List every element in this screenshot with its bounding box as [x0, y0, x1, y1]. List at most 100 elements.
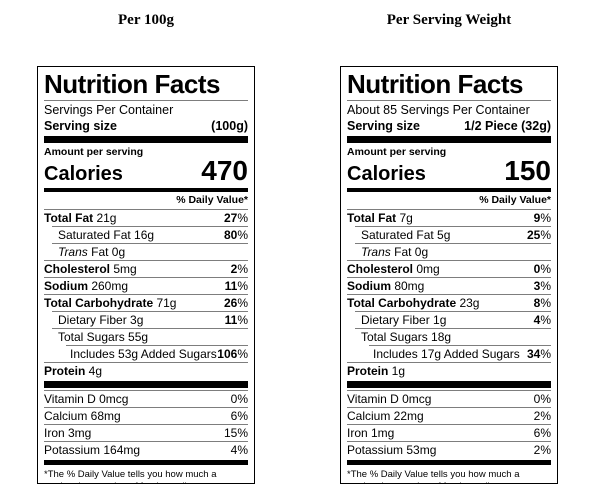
thick-divider — [347, 381, 551, 388]
nutrient-row: Sodium 260mg 11% — [44, 277, 248, 294]
daily-value-percent: 4% — [230, 442, 248, 457]
column-heading: Per 100g — [118, 12, 174, 28]
nutrient-name: Includes 17g Added Sugars — [373, 346, 520, 361]
nutrient-row: Vitamin D 0mcg 0% — [44, 390, 248, 407]
nutrient-name: Saturated Fat 5g — [361, 227, 451, 242]
nutrient-name: Total Carbohydrate 23g — [347, 295, 480, 310]
calories-label: Calories — [347, 163, 426, 185]
nutrient-name: Iron 1mg — [347, 425, 395, 440]
daily-value-percent: 8% — [533, 295, 551, 310]
daily-value-percent: 2% — [533, 442, 551, 457]
medium-divider — [347, 460, 551, 465]
nutrient-row: Iron 1mg 6% — [347, 424, 551, 441]
calories-value: 470 — [201, 155, 248, 186]
calories-row: Calories 470 — [44, 155, 248, 186]
daily-value-header: % Daily Value* — [176, 194, 248, 206]
serving-size-label: Serving size — [347, 119, 420, 133]
daily-value-percent: 80% — [223, 227, 248, 242]
nutrient-row: Protein 1g — [347, 362, 551, 379]
label-column: Per Serving Weight Nutrition Facts About… — [340, 0, 558, 490]
label-column: Per 100g Nutrition Facts Servings Per Co… — [37, 0, 255, 490]
nutrient-row: Dietary Fiber 1g 4% — [355, 311, 551, 328]
daily-value-percent: 11% — [224, 278, 248, 293]
nutrient-name: Includes 53g Added Sugars — [70, 346, 217, 361]
nutrient-row: Calcium 22mg 2% — [347, 407, 551, 424]
nutrient-row: Sodium 80mg 3% — [347, 277, 551, 294]
daily-value-percent: 26% — [223, 295, 248, 310]
thick-divider — [44, 381, 248, 388]
nutrient-name: Trans Fat 0g — [58, 244, 126, 259]
nutrient-row: Iron 3mg 15% — [44, 424, 248, 441]
nutrient-name: Sodium 260mg — [44, 278, 129, 293]
nutrient-row: Dietary Fiber 3g 11% — [52, 311, 248, 328]
calories-label: Calories — [44, 163, 123, 185]
nutrient-name: Potassium 164mg — [44, 442, 141, 457]
nutrient-name: Cholesterol 5mg — [44, 261, 137, 276]
nutrient-rows-section: Total Fat 21g 27% Saturated Fat 16g 80% Tran… — [44, 209, 248, 379]
daily-value-percent: 0% — [533, 391, 551, 406]
nutrition-facts-label: Nutrition Facts Servings Per Container S… — [37, 66, 255, 484]
nutrient-row: Trans Fat 0g — [355, 243, 551, 260]
daily-value-percent: 2% — [230, 261, 248, 276]
serving-size-value: 1/2 Piece (32g) — [464, 119, 551, 133]
servings-per-container: About 85 Servings Per Container — [347, 103, 530, 117]
nutrient-row: Includes 17g Added Sugars 34% — [369, 345, 551, 362]
nutrient-name: Dietary Fiber 3g — [58, 312, 144, 327]
vitamin-rows-section: Vitamin D 0mcg 0% Calcium 22mg 2% Iron 1mg 6%… — [347, 390, 551, 458]
nutrient-name: Calcium 68mg — [44, 408, 121, 423]
daily-value-percent: 0% — [230, 391, 248, 406]
nutrient-name: Total Carbohydrate 71g — [44, 295, 177, 310]
nutrient-name: Protein 4g — [44, 363, 103, 378]
nutrient-name: Calcium 22mg — [347, 408, 424, 423]
nutrition-facts-title: Nutrition Facts — [44, 71, 248, 101]
daily-value-percent: 15% — [223, 425, 248, 440]
vitamin-rows-section: Vitamin D 0mcg 0% Calcium 68mg 6% Iron 3mg 15… — [44, 390, 248, 458]
daily-value-percent: 106% — [217, 346, 248, 361]
serving-size-value: (100g) — [211, 119, 248, 133]
nutrient-row: Total Fat 21g 27% — [44, 209, 248, 226]
daily-value-percent: 25% — [526, 227, 551, 242]
thick-divider — [347, 136, 551, 143]
nutrient-name: Cholesterol 0mg — [347, 261, 440, 276]
nutrient-name: Vitamin D 0mcg — [347, 391, 432, 406]
amount-per-serving-label: Amount per serving — [347, 146, 447, 158]
medium-divider — [44, 460, 248, 465]
calories-row: Calories 150 — [347, 155, 551, 186]
servings-per-container: Servings Per Container — [44, 103, 174, 117]
nutrient-row: Protein 4g — [44, 362, 248, 379]
footnote: *The % Daily Value tells you how much a … — [347, 469, 529, 483]
nutrient-name: Vitamin D 0mcg — [44, 391, 129, 406]
footnote: *The % Daily Value tells you how much a … — [44, 469, 226, 483]
nutrient-row: Total Carbohydrate 71g 26% — [44, 294, 248, 311]
medium-divider — [44, 188, 248, 192]
nutrient-row: Vitamin D 0mcg 0% — [347, 390, 551, 407]
nutrient-name: Total Fat 7g — [347, 210, 413, 225]
daily-value-percent: 6% — [533, 425, 551, 440]
nutrient-row: Potassium 53mg 2% — [347, 441, 551, 458]
nutrient-name: Protein 1g — [347, 363, 406, 378]
nutrient-rows-section: Total Fat 7g 9% Saturated Fat 5g 25% Trans F… — [347, 209, 551, 379]
nutrient-row: Total Sugars 18g — [355, 328, 551, 345]
medium-divider — [347, 188, 551, 192]
nutrient-row: Trans Fat 0g — [52, 243, 248, 260]
daily-value-percent: 4% — [533, 312, 551, 327]
daily-value-percent: 9% — [533, 210, 551, 225]
nutrient-name: Sodium 80mg — [347, 278, 425, 293]
daily-value-percent: 2% — [533, 408, 551, 423]
nutrient-row: Includes 53g Added Sugars 106% — [66, 345, 248, 362]
nutrient-row: Cholesterol 5mg 2% — [44, 260, 248, 277]
nutrient-row: Cholesterol 0mg 0% — [347, 260, 551, 277]
calories-value: 150 — [504, 155, 551, 186]
daily-value-percent: 11% — [224, 312, 248, 327]
daily-value-percent: 0% — [533, 261, 551, 276]
amount-per-serving-label: Amount per serving — [44, 146, 144, 158]
daily-value-percent: 6% — [230, 408, 248, 423]
nutrient-row: Calcium 68mg 6% — [44, 407, 248, 424]
nutrition-facts-label: Nutrition Facts About 85 Servings Per Co… — [340, 66, 558, 484]
nutrient-name: Iron 3mg — [44, 425, 92, 440]
nutrient-name: Total Sugars 55g — [58, 329, 149, 344]
serving-size-label: Serving size — [44, 119, 117, 133]
daily-value-percent: 34% — [526, 346, 551, 361]
column-heading: Per Serving Weight — [386, 12, 512, 28]
